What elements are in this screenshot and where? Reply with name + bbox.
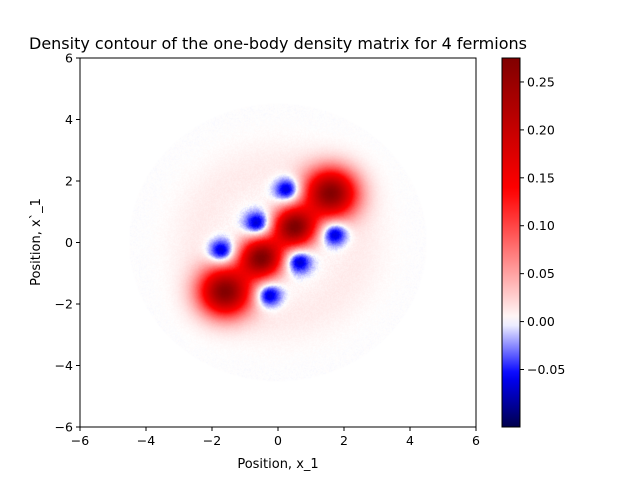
x-tick-label: 0 (274, 433, 282, 448)
colorbar-frame (501, 57, 521, 428)
y-axis: −6 −4 −2 0 2 4 6 (55, 51, 80, 435)
chart-title: Density contour of the one-body density … (29, 34, 527, 53)
y-tick-label: 6 (65, 51, 73, 66)
x-axis: −6 −4 −2 0 2 4 6 (71, 427, 480, 448)
x-axis-label: Position, x_1 (237, 457, 318, 472)
x-tick-label: 6 (472, 433, 480, 448)
colorbar-ticks: −0.05 0.00 0.05 0.10 0.15 0.20 0.25 (520, 74, 565, 377)
x-tick-label: −6 (71, 433, 89, 448)
colorbar-tick-label: 0.20 (527, 122, 555, 137)
y-tick-label: 2 (65, 174, 73, 189)
y-tick-label: 4 (65, 112, 73, 127)
y-axis-label: Position, x`_1 (29, 198, 44, 286)
x-tick-label: −2 (203, 433, 221, 448)
plot-area (79, 57, 477, 428)
y-tick-label: 0 (65, 235, 73, 250)
colorbar-tick-label: 0.25 (527, 74, 555, 89)
y-tick-label: −2 (55, 297, 73, 312)
x-tick-label: 4 (406, 433, 414, 448)
colorbar-tick-label: 0.10 (527, 218, 555, 233)
colorbar-tick-label: 0.00 (527, 314, 555, 329)
colorbar-tick-label: −0.05 (527, 362, 565, 377)
x-tick-label: −4 (137, 433, 155, 448)
heatmap-image (80, 58, 476, 427)
colorbar-tick-label: 0.05 (527, 266, 555, 281)
colorbar-gradient (502, 58, 520, 427)
y-tick-label: −4 (55, 358, 73, 373)
colorbar: −0.05 0.00 0.05 0.10 0.15 0.20 0.25 (501, 57, 565, 428)
y-tick-label: −6 (55, 420, 73, 435)
x-tick-label: 2 (340, 433, 348, 448)
colorbar-tick-label: 0.15 (527, 170, 555, 185)
